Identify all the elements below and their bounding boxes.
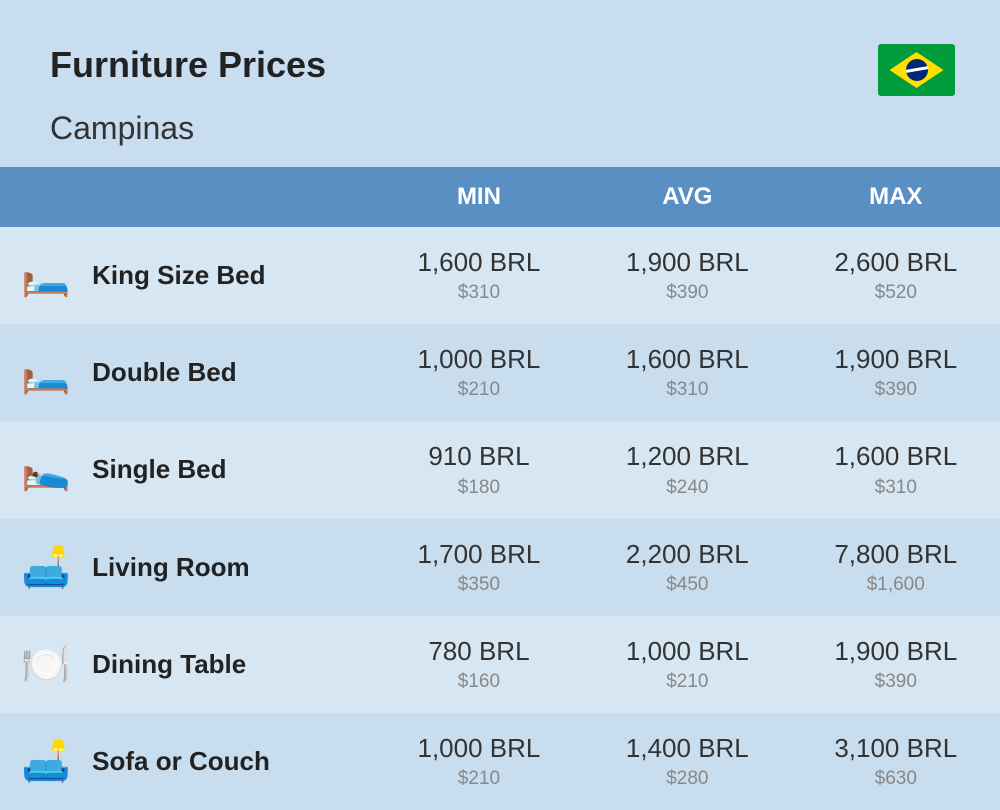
column-header-name xyxy=(84,167,375,227)
avg-price-usd: $240 xyxy=(583,477,791,499)
avg-price-cell: 1,900 BRL $390 xyxy=(583,227,791,324)
max-price-brl: 1,600 BRL xyxy=(792,441,1000,472)
max-price-usd: $390 xyxy=(792,379,1000,401)
table-row: 🛌 Single Bed 910 BRL $180 1,200 BRL $240… xyxy=(0,421,1000,518)
avg-price-usd: $280 xyxy=(583,768,791,790)
table-row: 🛏️ King Size Bed 1,600 BRL $310 1,900 BR… xyxy=(0,227,1000,324)
min-price-brl: 780 BRL xyxy=(375,636,583,667)
table-row: 🛋️ Living Room 1,700 BRL $350 2,200 BRL … xyxy=(0,519,1000,616)
max-price-cell: 1,900 BRL $390 xyxy=(792,616,1000,713)
avg-price-brl: 1,400 BRL xyxy=(583,733,791,764)
avg-price-usd: $310 xyxy=(583,379,791,401)
max-price-usd: $310 xyxy=(792,477,1000,499)
avg-price-brl: 2,200 BRL xyxy=(583,539,791,570)
furniture-icon: 🛏️ xyxy=(0,324,84,421)
furniture-icon: 🛌 xyxy=(0,421,84,518)
max-price-usd: $1,600 xyxy=(792,574,1000,596)
avg-price-cell: 2,200 BRL $450 xyxy=(583,519,791,616)
min-price-usd: $180 xyxy=(375,477,583,499)
min-price-cell: 1,700 BRL $350 xyxy=(375,519,583,616)
max-price-usd: $520 xyxy=(792,282,1000,304)
avg-price-cell: 1,200 BRL $240 xyxy=(583,421,791,518)
page-subtitle: Campinas xyxy=(50,110,950,147)
max-price-cell: 7,800 BRL $1,600 xyxy=(792,519,1000,616)
table-row: 🛏️ Double Bed 1,000 BRL $210 1,600 BRL $… xyxy=(0,324,1000,421)
max-price-brl: 1,900 BRL xyxy=(792,636,1000,667)
min-price-usd: $210 xyxy=(375,379,583,401)
avg-price-brl: 1,000 BRL xyxy=(583,636,791,667)
furniture-icon: 🛋️ xyxy=(0,519,84,616)
min-price-brl: 1,000 BRL xyxy=(375,733,583,764)
avg-price-cell: 1,600 BRL $310 xyxy=(583,324,791,421)
page-title: Furniture Prices xyxy=(50,44,950,86)
avg-price-cell: 1,400 BRL $280 xyxy=(583,713,791,810)
avg-price-brl: 1,900 BRL xyxy=(583,247,791,278)
min-price-cell: 1,000 BRL $210 xyxy=(375,713,583,810)
price-table-container: MIN AVG MAX 🛏️ King Size Bed 1,600 BRL $… xyxy=(0,167,1000,810)
furniture-name: Single Bed xyxy=(84,421,375,518)
avg-price-usd: $390 xyxy=(583,282,791,304)
table-header-row: MIN AVG MAX xyxy=(0,167,1000,227)
avg-price-brl: 1,600 BRL xyxy=(583,344,791,375)
min-price-usd: $160 xyxy=(375,671,583,693)
furniture-name: Living Room xyxy=(84,519,375,616)
min-price-usd: $210 xyxy=(375,768,583,790)
column-header-avg: AVG xyxy=(583,167,791,227)
furniture-icon: 🛏️ xyxy=(0,227,84,324)
furniture-name: Dining Table xyxy=(84,616,375,713)
avg-price-usd: $210 xyxy=(583,671,791,693)
column-header-min: MIN xyxy=(375,167,583,227)
min-price-brl: 1,000 BRL xyxy=(375,344,583,375)
min-price-cell: 1,000 BRL $210 xyxy=(375,324,583,421)
max-price-cell: 1,900 BRL $390 xyxy=(792,324,1000,421)
furniture-name: King Size Bed xyxy=(84,227,375,324)
header-section: Furniture Prices Campinas xyxy=(0,0,1000,167)
furniture-name: Sofa or Couch xyxy=(84,713,375,810)
max-price-brl: 3,100 BRL xyxy=(792,733,1000,764)
avg-price-brl: 1,200 BRL xyxy=(583,441,791,472)
min-price-cell: 910 BRL $180 xyxy=(375,421,583,518)
max-price-cell: 3,100 BRL $630 xyxy=(792,713,1000,810)
furniture-icon: 🍽️ xyxy=(0,616,84,713)
table-row: 🍽️ Dining Table 780 BRL $160 1,000 BRL $… xyxy=(0,616,1000,713)
min-price-brl: 1,600 BRL xyxy=(375,247,583,278)
price-table: MIN AVG MAX 🛏️ King Size Bed 1,600 BRL $… xyxy=(0,167,1000,810)
min-price-usd: $350 xyxy=(375,574,583,596)
max-price-usd: $390 xyxy=(792,671,1000,693)
min-price-usd: $310 xyxy=(375,282,583,304)
furniture-icon: 🛋️ xyxy=(0,713,84,810)
avg-price-cell: 1,000 BRL $210 xyxy=(583,616,791,713)
min-price-brl: 1,700 BRL xyxy=(375,539,583,570)
min-price-cell: 1,600 BRL $310 xyxy=(375,227,583,324)
avg-price-usd: $450 xyxy=(583,574,791,596)
min-price-cell: 780 BRL $160 xyxy=(375,616,583,713)
min-price-brl: 910 BRL xyxy=(375,441,583,472)
furniture-name: Double Bed xyxy=(84,324,375,421)
max-price-usd: $630 xyxy=(792,768,1000,790)
max-price-brl: 2,600 BRL xyxy=(792,247,1000,278)
max-price-cell: 1,600 BRL $310 xyxy=(792,421,1000,518)
max-price-brl: 1,900 BRL xyxy=(792,344,1000,375)
column-header-icon xyxy=(0,167,84,227)
max-price-cell: 2,600 BRL $520 xyxy=(792,227,1000,324)
column-header-max: MAX xyxy=(792,167,1000,227)
table-row: 🛋️ Sofa or Couch 1,000 BRL $210 1,400 BR… xyxy=(0,713,1000,810)
max-price-brl: 7,800 BRL xyxy=(792,539,1000,570)
brazil-flag-icon xyxy=(878,44,955,96)
